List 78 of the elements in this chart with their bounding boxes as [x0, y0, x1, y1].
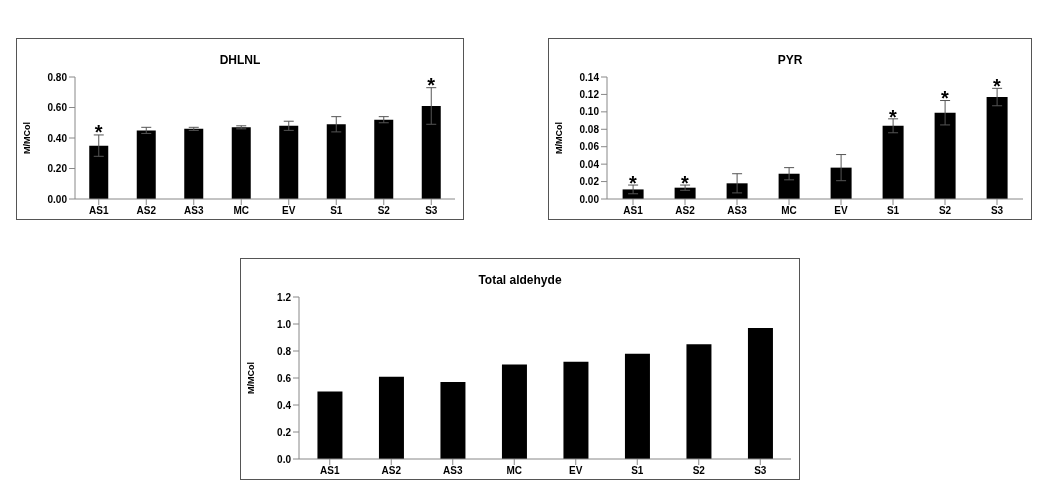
x-tick-label: AS1 [320, 465, 340, 477]
x-tick-label: S1 [330, 205, 343, 217]
x-tick-label: S1 [631, 465, 644, 477]
y-tick-label: 1.2 [277, 291, 292, 303]
x-tick-label: S2 [692, 465, 706, 477]
bar [89, 145, 109, 199]
bar [624, 353, 650, 459]
chart-title: Total aldehyde [477, 273, 563, 287]
x-tick-label: AS1 [623, 205, 644, 217]
bar [830, 167, 852, 199]
y-tick-label: 0.14 [579, 71, 600, 83]
x-tick-label: AS3 [443, 465, 463, 477]
chart-title: PYR [776, 53, 804, 67]
y-tick-label: 0.04 [579, 158, 600, 170]
x-tick-label: EV [834, 205, 848, 217]
bar [374, 119, 394, 199]
x-tick-label: S3 [754, 465, 767, 477]
x-tick-label: AS2 [136, 205, 157, 217]
y-tick-label: 0.08 [579, 123, 600, 135]
annotation: * [94, 121, 103, 143]
annotation: * [427, 73, 436, 96]
bar [317, 391, 343, 459]
y-tick-label: 0.12 [579, 88, 600, 100]
x-tick-label: MC [781, 205, 797, 217]
x-tick-label: S2 [377, 205, 391, 217]
bar [136, 130, 156, 199]
x-tick-label: MC [233, 205, 250, 217]
y-tick-label: 0.80 [47, 71, 68, 83]
chart-title: DHLNL [218, 53, 262, 67]
y-tick-label: 0.6 [277, 372, 292, 384]
bar [378, 376, 404, 459]
y-axis-title: M/MCol [554, 122, 565, 154]
x-tick-label: AS1 [89, 205, 109, 217]
y-tick-label: 0.4 [277, 399, 292, 411]
x-tick-label: EV [569, 465, 583, 477]
x-tick-label: EV [282, 205, 296, 217]
x-tick-label: AS2 [381, 465, 402, 477]
annotation: * [681, 172, 690, 195]
y-axis-title: M/MCol [246, 362, 257, 394]
y-tick-label: 0.06 [579, 141, 600, 153]
x-tick-label: S3 [425, 205, 438, 217]
x-tick-label: AS2 [675, 205, 696, 217]
y-tick-label: 0.10 [579, 106, 600, 118]
y-tick-label: 1.0 [277, 318, 292, 330]
y-tick-label: 0.0 [277, 453, 292, 465]
bar [184, 128, 204, 199]
bar [986, 97, 1008, 199]
bar [279, 125, 299, 199]
y-tick-label: 0.00 [47, 193, 68, 205]
bar [231, 127, 251, 199]
x-tick-label: S1 [886, 205, 900, 217]
annotation: * [889, 106, 898, 129]
bar [747, 328, 773, 459]
y-tick-label: 0.2 [277, 426, 292, 438]
bar [686, 344, 712, 459]
x-tick-label: MC [506, 465, 523, 477]
bar [778, 173, 800, 199]
y-tick-label: 0.60 [47, 102, 68, 114]
x-tick-label: AS3 [184, 205, 204, 217]
y-tick-label: 0.02 [579, 176, 600, 188]
bar [326, 124, 346, 199]
y-tick-label: 0.20 [47, 163, 68, 175]
y-tick-label: 0.8 [277, 345, 292, 357]
x-tick-label: S3 [990, 205, 1004, 217]
bar [421, 105, 441, 199]
x-tick-label: S2 [938, 205, 952, 217]
annotation: * [941, 87, 950, 110]
bar [501, 364, 527, 459]
bar [440, 382, 466, 459]
annotation: * [993, 74, 1002, 97]
bar [934, 112, 956, 199]
annotation: * [629, 172, 638, 195]
bar [882, 125, 904, 199]
y-tick-label: 0.40 [47, 132, 68, 144]
y-axis-title: M/MCol [22, 122, 33, 154]
x-tick-label: AS3 [727, 205, 748, 217]
bar [563, 361, 589, 459]
y-tick-label: 0.00 [579, 193, 600, 205]
